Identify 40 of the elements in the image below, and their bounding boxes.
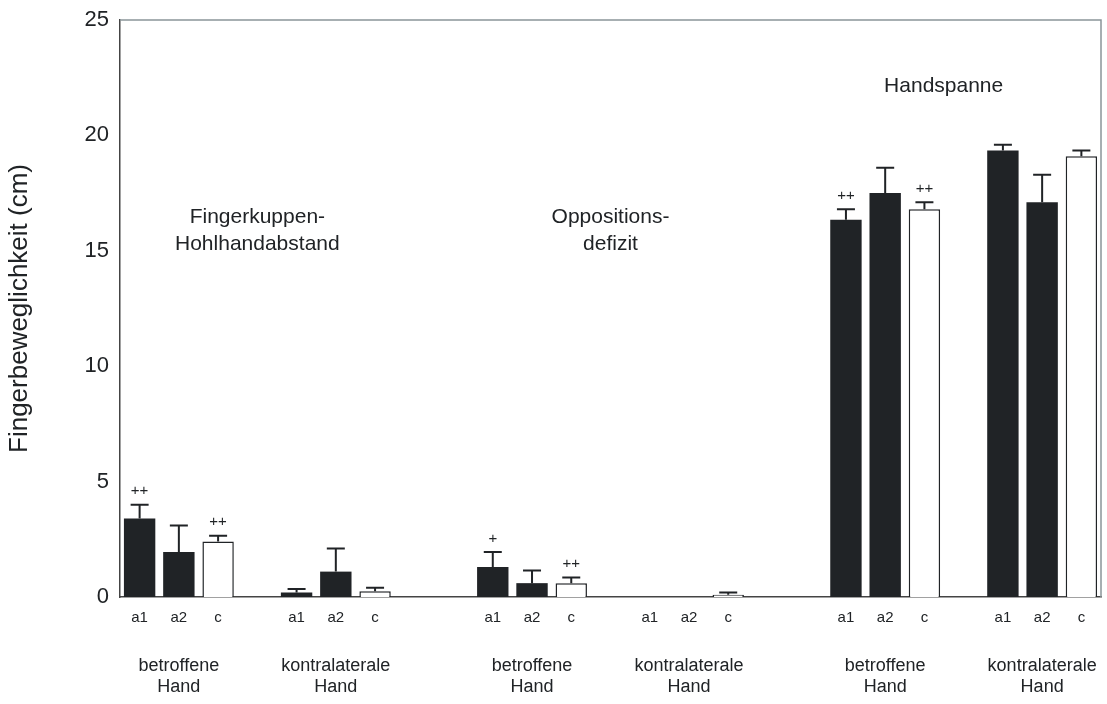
x-tick-label: c [920,608,929,626]
annotation: Handspanne [884,72,1004,96]
x-tick-label: a2 [170,608,188,626]
data-label: + [488,528,498,546]
data-label: ++ [915,178,934,196]
y-tick-label: 0 [96,583,109,609]
x-tick-label: c [724,608,733,626]
y-tick-label: 25 [84,6,109,32]
x-tick-label: a1 [994,608,1012,626]
x-tick-label: a2 [327,608,345,626]
text: betroffene Hand [844,654,926,696]
y-axis-title: Fingerbeweglichkeit (cm) [2,164,33,453]
data-label: ++ [209,512,228,530]
y-tick-label: 20 [84,121,109,147]
x-tick-label: a2 [876,608,894,626]
x-tick-label: c [1077,608,1086,626]
x-tick-label: a2 [1033,608,1051,626]
x-tick-label: c [214,608,223,626]
x-tick-label: a1 [641,608,659,626]
x-tick-label: a1 [131,608,148,626]
x-tick-label: c [567,608,576,626]
data-label: ++ [837,185,855,203]
x-tick-label: a2 [523,608,541,626]
x-tick-label: a1 [288,608,305,626]
y-tick-label: 5 [96,467,109,493]
x-tick-label: c [371,608,380,626]
text: betroffene Hand [138,654,220,696]
text: kontralaterale Hand [634,654,744,696]
annotation: Fingerkuppen- Hohlhandabstand [175,204,340,255]
text: kontralaterale Hand [987,654,1097,696]
data-label: ++ [562,554,581,572]
text: betroffene Hand [491,654,573,696]
text: kontralaterale Hand [281,654,391,696]
annotation: Oppositions- defizit [551,204,670,255]
data-label: ++ [130,481,149,499]
x-tick-label: a1 [837,608,855,626]
y-tick-label: 10 [84,352,109,378]
x-tick-label: a2 [680,608,698,626]
x-tick-label: a1 [484,608,502,626]
y-tick-label: 15 [84,236,109,262]
